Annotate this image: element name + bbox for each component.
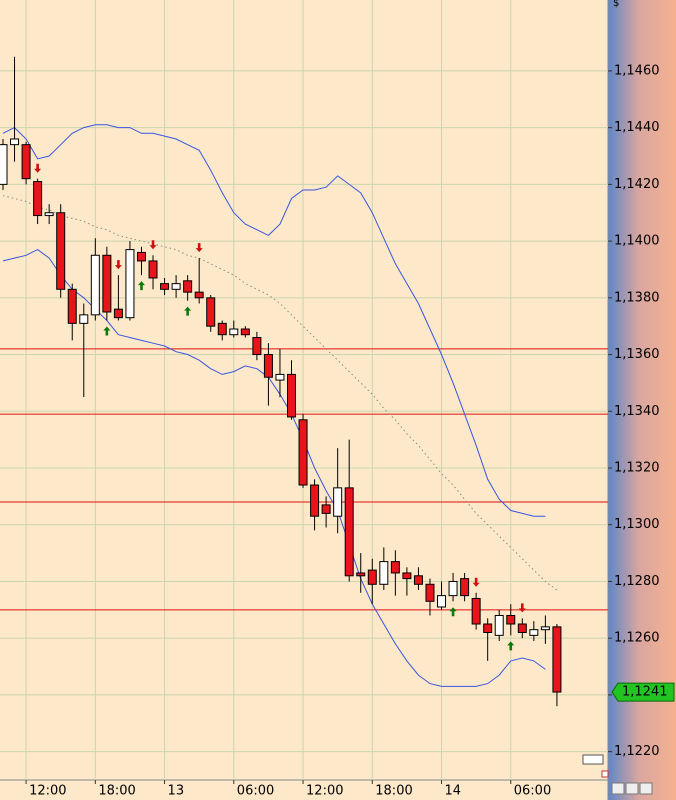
buy-arrow	[449, 607, 457, 617]
candle-body	[310, 484, 320, 517]
y-tick-label: 1,1420	[614, 177, 660, 192]
candle-body	[494, 614, 504, 636]
plot	[0, 0, 608, 780]
candle-body	[379, 561, 389, 585]
x-tick-label: 12:00	[29, 784, 66, 799]
candle-body	[344, 487, 354, 577]
candle-body	[321, 504, 331, 514]
candle-body	[21, 144, 31, 180]
y-tick-label: 1,1360	[614, 347, 660, 362]
icon	[601, 770, 609, 778]
candle-body	[460, 578, 470, 597]
last-price-tag	[611, 682, 675, 702]
candle-body	[171, 283, 181, 290]
candle-body	[448, 580, 458, 597]
x-tick-label: 18:00	[98, 784, 135, 799]
candle-body	[471, 597, 481, 625]
time-axis-area	[0, 780, 608, 800]
candle-body	[425, 583, 435, 602]
candle-body	[287, 373, 296, 418]
candle-body	[367, 569, 377, 585]
y-tick-label: 1,1400	[614, 234, 660, 249]
candle-body	[263, 354, 273, 378]
candle-body	[125, 249, 135, 319]
y-tick-label: 1,1220	[614, 744, 660, 759]
y-tick-label: 1,1440	[614, 120, 660, 135]
sell-arrow	[472, 577, 480, 587]
candle-body	[10, 138, 20, 146]
candle-body	[240, 328, 250, 336]
candle-body	[483, 623, 493, 634]
x-tick-label: 06:00	[514, 784, 551, 799]
x-tick-label: 12:00	[306, 784, 343, 799]
icon	[611, 782, 625, 795]
icon	[625, 782, 639, 795]
band-line	[2, 124, 546, 517]
candle-body	[194, 291, 204, 299]
y-tick-label: 1,1380	[614, 290, 660, 305]
candle-body	[437, 595, 447, 608]
price-axis-area	[608, 0, 676, 800]
candle-body	[44, 212, 54, 217]
candle-body	[529, 629, 539, 636]
buy-arrow	[184, 306, 192, 316]
candle-body	[517, 623, 527, 634]
buy-arrow	[137, 281, 145, 291]
last-price-label: 1,1241	[622, 685, 668, 700]
x-tick-label: 13	[168, 784, 185, 799]
y-axis-label: $	[613, 0, 619, 9]
plot-area	[0, 0, 608, 780]
sell-arrow	[149, 240, 157, 250]
candle-body	[183, 280, 193, 293]
candle-body	[252, 337, 262, 356]
candle-body	[506, 614, 516, 625]
candle-body	[148, 260, 158, 279]
candle-body	[390, 561, 400, 574]
x-tick-label: 06:00	[237, 784, 274, 799]
buy-arrow	[103, 326, 111, 336]
candle-body	[90, 254, 100, 316]
candle-body	[540, 626, 550, 631]
candle-body	[402, 572, 412, 580]
sell-arrow	[34, 163, 42, 173]
sell-arrow	[114, 260, 122, 270]
y-tick-label: 1,1260	[614, 631, 660, 646]
candle-body	[413, 575, 423, 585]
y-tick-label: 1,1320	[614, 461, 660, 476]
candle-body	[113, 308, 123, 319]
candle-body	[333, 487, 343, 517]
candle-body	[356, 572, 366, 577]
candle-body	[552, 626, 562, 693]
sell-arrow	[195, 243, 203, 253]
y-tick-label: 1,1280	[614, 574, 660, 589]
candle-body	[217, 322, 227, 336]
candle-body	[160, 283, 170, 290]
candle-body	[275, 373, 285, 381]
candle-body	[67, 288, 77, 324]
tool-icons	[582, 754, 653, 795]
candle-body	[102, 254, 112, 313]
candle-body	[56, 212, 66, 290]
icon	[582, 754, 604, 765]
sell-arrow	[518, 603, 526, 613]
candle-body	[79, 314, 89, 324]
candle-body	[298, 419, 308, 486]
y-tick-label: 1,1300	[614, 517, 660, 532]
candle-body	[136, 251, 146, 262]
x-tick-label: 18:00	[375, 784, 412, 799]
candle-body	[206, 297, 216, 327]
candle-body	[0, 144, 8, 185]
candle-body	[229, 328, 239, 336]
icon	[639, 782, 653, 795]
y-tick-label: 1,1340	[614, 404, 660, 419]
x-tick-label: 14	[445, 784, 462, 799]
candle-body	[33, 181, 43, 217]
buy-arrow	[507, 641, 515, 651]
y-tick-label: 1,1460	[614, 63, 660, 78]
